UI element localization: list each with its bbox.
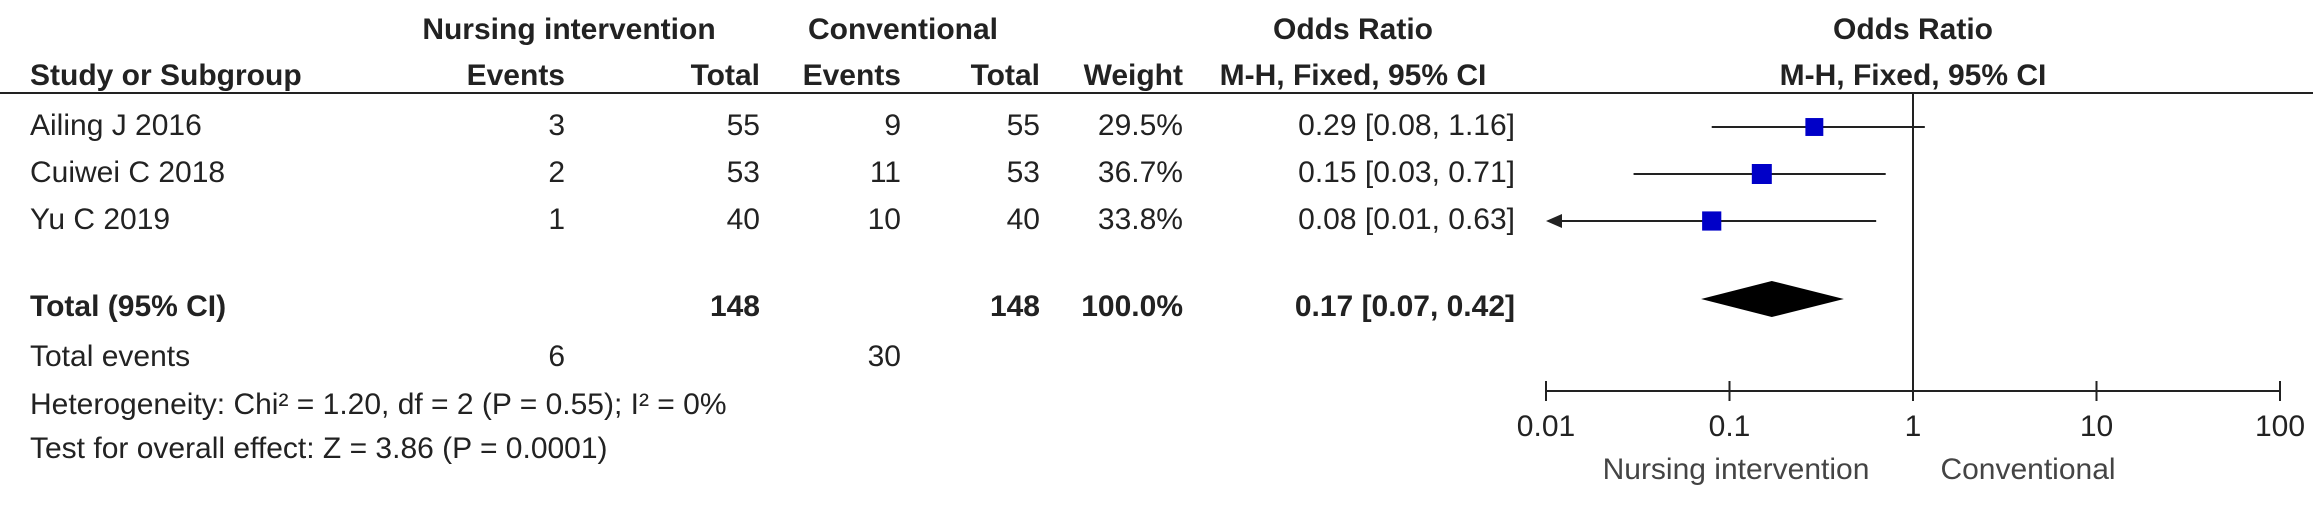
- total-events-label: Total events: [30, 340, 190, 373]
- study-name: Cuiwei C 2018: [30, 156, 225, 189]
- cell: 40: [727, 203, 760, 236]
- cell: 0.08 [0.01, 0.63]: [1298, 203, 1515, 236]
- cell: 0.15 [0.03, 0.71]: [1298, 156, 1515, 189]
- x-tick-label: 10: [2080, 410, 2113, 443]
- cell: 55: [727, 109, 760, 142]
- total-header: Total: [971, 59, 1040, 92]
- study-header: Study or Subgroup: [30, 59, 302, 92]
- cell: 40: [1007, 203, 1040, 236]
- cell: 1: [548, 203, 565, 236]
- heterogeneity: Heterogeneity: Chi² = 1.20, df = 2 (P = …: [30, 388, 727, 421]
- total-name: Total (95% CI): [30, 290, 226, 323]
- cell: 2: [548, 156, 565, 189]
- cell: 53: [727, 156, 760, 189]
- total-cell: 0.17 [0.07, 0.42]: [1295, 290, 1515, 323]
- total-header: Total: [691, 59, 760, 92]
- ci-arrow: [1546, 214, 1562, 228]
- x-tick-label: 0.01: [1517, 410, 1575, 443]
- total-events1: 6: [548, 340, 565, 373]
- events-header: Events: [803, 59, 901, 92]
- overall-effect: Test for overall effect: Z = 3.86 (P = 0…: [30, 432, 608, 465]
- total-cell: 148: [990, 290, 1040, 323]
- x-label-left: Nursing intervention: [1603, 453, 1870, 486]
- x-tick-label: 100: [2255, 410, 2305, 443]
- study-square: [1702, 211, 1722, 231]
- method-header: M-H, Fixed, 95% CI: [1220, 59, 1487, 92]
- total-events2: 30: [868, 340, 901, 373]
- cell: 36.7%: [1098, 156, 1183, 189]
- cell: 53: [1007, 156, 1040, 189]
- group2-header: Conventional: [808, 13, 998, 46]
- cell: 11: [870, 156, 901, 189]
- cell: 33.8%: [1098, 203, 1183, 236]
- study-square: [1805, 118, 1824, 136]
- total-diamond: [1701, 281, 1844, 317]
- cell: 3: [548, 109, 565, 142]
- study-name: Ailing J 2016: [30, 109, 202, 142]
- plot-subtitle: M-H, Fixed, 95% CI: [1780, 59, 2047, 92]
- x-tick-label: 0.1: [1709, 410, 1751, 443]
- plot-title: Odds Ratio: [1833, 13, 1993, 46]
- weight-header: Weight: [1084, 59, 1183, 92]
- cell: 55: [1007, 109, 1040, 142]
- cell: 9: [884, 109, 901, 142]
- or-header: Odds Ratio: [1273, 13, 1433, 46]
- study-square: [1751, 164, 1772, 184]
- events-header: Events: [467, 59, 565, 92]
- cell: 10: [868, 203, 901, 236]
- total-cell: 100.0%: [1081, 290, 1183, 323]
- total-cell: 148: [710, 290, 760, 323]
- x-tick-label: 1: [1905, 410, 1922, 443]
- cell: 0.29 [0.08, 1.16]: [1298, 109, 1515, 142]
- cell: 29.5%: [1098, 109, 1183, 142]
- study-name: Yu C 2019: [30, 203, 170, 236]
- group1-header: Nursing intervention: [422, 13, 715, 46]
- x-label-right: Conventional: [1940, 453, 2115, 486]
